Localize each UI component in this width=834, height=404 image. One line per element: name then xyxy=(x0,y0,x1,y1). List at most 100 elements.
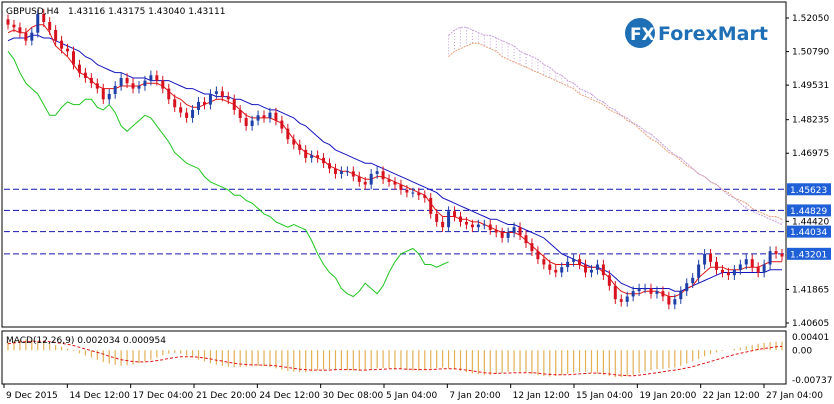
candle-body xyxy=(125,77,129,84)
candle-body xyxy=(667,296,671,305)
time-tick-label: 30 Dec 08:00 xyxy=(323,391,384,401)
level-price-box xyxy=(787,225,831,238)
candle-body xyxy=(357,176,361,182)
candle-body xyxy=(119,77,123,86)
candle-body xyxy=(774,251,778,254)
candle-body xyxy=(560,267,564,273)
price-tick-label: 1.40605 xyxy=(792,319,829,329)
candle-body xyxy=(715,261,719,270)
time-tick-label: 24 Dec 12:00 xyxy=(259,391,320,401)
candle-body xyxy=(333,168,337,174)
candle-body xyxy=(631,291,635,297)
price-pane-frame xyxy=(1,1,787,328)
candle-body xyxy=(54,29,58,41)
candle-body xyxy=(673,299,677,305)
candle-body xyxy=(89,77,93,84)
macd-tick-label: 0.00 xyxy=(792,346,812,356)
level-price-label: 1.44829 xyxy=(790,207,827,217)
candle-body xyxy=(679,291,683,300)
candle-body xyxy=(36,14,40,33)
candle-body xyxy=(726,272,730,276)
candle-body xyxy=(464,221,468,225)
time-axis: 9 Dec 2015 14 Dec 12:00 17 Dec 04:00 21 Dec… xyxy=(3,384,823,401)
candle-body xyxy=(512,227,516,233)
candle-body xyxy=(95,83,99,89)
candle-body xyxy=(548,264,552,270)
time-tick-label: 12 Jan 12:00 xyxy=(513,391,570,401)
candle-body xyxy=(328,163,332,169)
candle-body xyxy=(709,253,713,262)
candle-body xyxy=(411,192,415,194)
tenkan-sen-line xyxy=(7,24,782,297)
candle-body xyxy=(661,291,665,297)
forexmart-logo: FX ForexMart xyxy=(625,18,768,48)
candle-body xyxy=(185,112,189,118)
candle-body xyxy=(244,117,248,126)
candle-body xyxy=(42,14,46,22)
candle-body xyxy=(518,227,522,236)
candle-body xyxy=(482,224,486,226)
candle-body xyxy=(720,269,724,273)
candle-body xyxy=(643,288,647,290)
candle-body xyxy=(345,171,349,173)
candle-body xyxy=(351,171,355,177)
candle-body xyxy=(298,144,302,150)
candle-body xyxy=(131,83,135,89)
macd-tick-label: 0.00401 xyxy=(792,333,829,343)
candle-body xyxy=(637,288,641,292)
candle-body xyxy=(756,267,760,273)
candle-body xyxy=(762,264,766,273)
price-tick-label: 1.41865 xyxy=(792,285,829,295)
candle-body xyxy=(476,224,480,228)
candle-body xyxy=(470,224,474,228)
candle-body xyxy=(429,197,433,214)
price-tick-label: 1.44420 xyxy=(792,217,829,227)
candle-body xyxy=(286,128,290,140)
level-price-box xyxy=(787,247,831,260)
candle-body xyxy=(18,27,22,33)
candle-body xyxy=(24,32,28,41)
price-tick-label: 1.50790 xyxy=(792,48,829,58)
candle-body xyxy=(768,251,772,265)
candle-body xyxy=(625,296,629,302)
candle-body xyxy=(71,51,75,65)
candle-body xyxy=(441,221,445,228)
candle-body xyxy=(697,264,701,278)
candle-body xyxy=(12,24,16,28)
candle-body xyxy=(191,109,195,118)
candle-body xyxy=(250,120,254,126)
candle-body xyxy=(113,85,117,94)
candle-body xyxy=(387,179,391,182)
time-tick-label: 7 Jan 20:00 xyxy=(449,391,501,401)
candle-body xyxy=(488,224,492,230)
ichimoku-cloud xyxy=(448,26,783,225)
level-price-label: 1.44034 xyxy=(790,228,827,238)
senkou-span-b-line xyxy=(448,26,783,225)
candle-body xyxy=(316,155,320,158)
level-price-box xyxy=(787,204,831,217)
price-axis: 1.52050 1.50790 1.49531 1.48235 1.46975 1.444… xyxy=(786,14,829,329)
candle-body xyxy=(149,75,153,81)
candle-body xyxy=(613,285,617,300)
ohlc-readout: 1.43116 1.43175 1.43040 1.43111 xyxy=(68,7,225,17)
candle-body xyxy=(458,216,462,222)
candle-body xyxy=(322,157,326,164)
candle-body xyxy=(691,277,695,284)
candle-body xyxy=(738,264,742,270)
candle-body xyxy=(381,171,385,180)
candlesticks xyxy=(6,9,784,310)
candle-body xyxy=(595,264,599,270)
candle-body xyxy=(607,275,611,286)
candle-body xyxy=(179,107,183,113)
time-tick-label: 21 Dec 20:00 xyxy=(196,391,257,401)
candle-body xyxy=(6,19,10,25)
price-tick-label: 1.48235 xyxy=(792,116,829,126)
candle-body xyxy=(447,211,451,228)
candle-body xyxy=(226,96,230,100)
candle-body xyxy=(238,109,242,118)
candle-body xyxy=(274,112,278,121)
macd-pane-frame xyxy=(1,330,787,385)
candle-body xyxy=(732,269,736,276)
candle-body xyxy=(584,264,588,273)
